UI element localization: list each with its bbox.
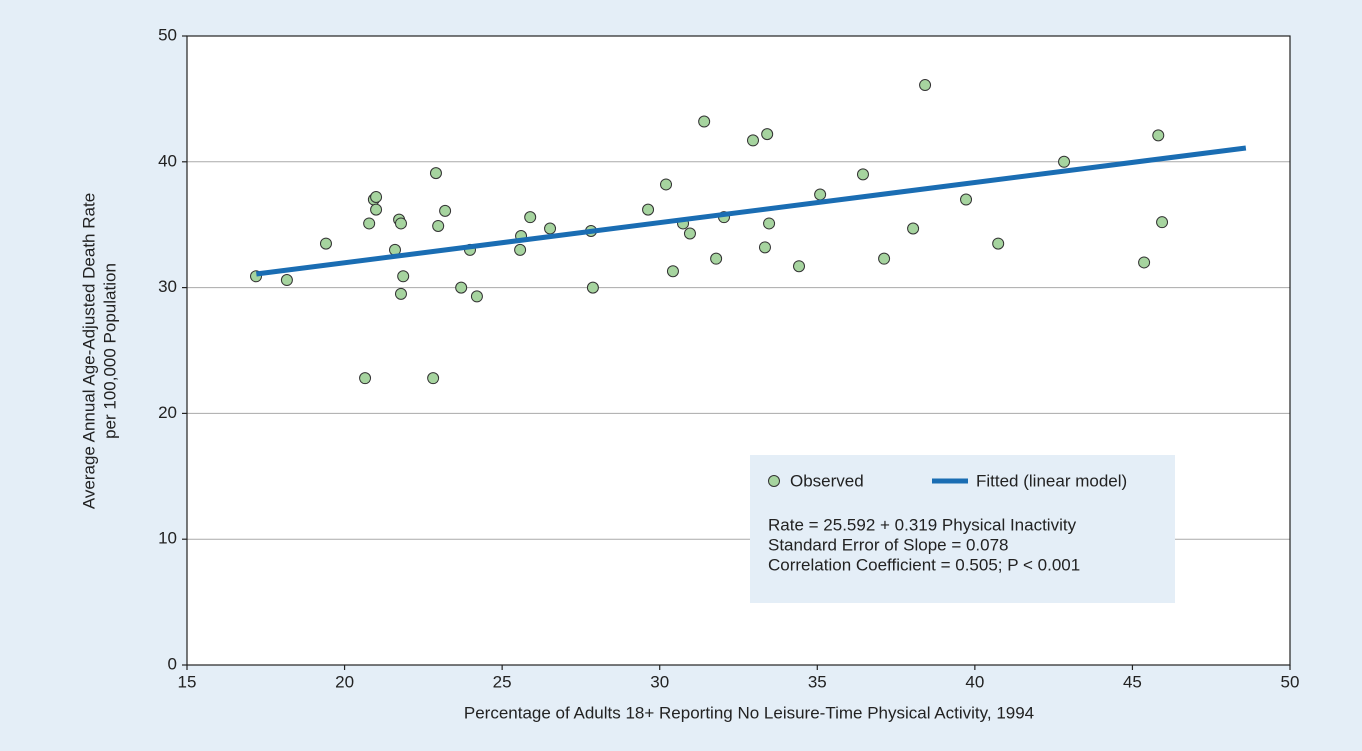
data-point xyxy=(439,204,452,217)
data-point xyxy=(455,281,468,294)
annotation: Correlation Coefficient = 0.505; P < 0.0… xyxy=(768,555,1080,574)
x-tick-label: 30 xyxy=(650,672,669,691)
data-point xyxy=(544,222,557,235)
data-point xyxy=(370,203,383,216)
data-point xyxy=(856,168,869,181)
data-point xyxy=(470,290,483,303)
x-tick-label: 25 xyxy=(493,672,512,691)
annotation: Rate = 25.592 + 0.319 Physical Inactivit… xyxy=(768,515,1077,534)
data-point xyxy=(394,217,407,230)
legend-marker xyxy=(768,475,780,487)
y-tick-label: 0 xyxy=(168,654,177,673)
y-tick-label: 20 xyxy=(158,403,177,422)
data-point xyxy=(1152,129,1165,142)
y-tick-label: 50 xyxy=(158,25,177,44)
legend-label: Fitted (linear model) xyxy=(976,471,1127,490)
data-point xyxy=(763,217,776,230)
data-point xyxy=(1058,155,1071,168)
data-point xyxy=(363,217,376,230)
data-point xyxy=(524,211,537,224)
data-point xyxy=(432,219,445,232)
y-axis-title: Average Annual Age-Adjusted Death Rate xyxy=(79,193,98,509)
data-point xyxy=(758,241,771,254)
data-point xyxy=(907,222,920,235)
data-point xyxy=(878,252,891,265)
y-tick-label: 30 xyxy=(158,277,177,296)
y-axis-title: per 100,000 Population xyxy=(100,263,119,439)
data-point xyxy=(919,79,932,92)
x-tick-label: 15 xyxy=(178,672,197,691)
y-tick-label: 10 xyxy=(158,529,177,548)
data-point xyxy=(683,227,696,240)
data-point xyxy=(319,237,332,250)
data-point xyxy=(761,128,774,141)
data-point xyxy=(394,287,407,300)
data-point xyxy=(814,188,827,201)
data-point xyxy=(960,193,973,206)
x-tick-label: 35 xyxy=(808,672,827,691)
legend-label: Observed xyxy=(790,471,864,490)
data-point xyxy=(793,260,806,273)
data-point xyxy=(514,243,527,256)
x-tick-label: 20 xyxy=(335,672,354,691)
data-point xyxy=(397,270,410,283)
data-point xyxy=(660,178,673,191)
data-point xyxy=(427,372,440,385)
x-tick-label: 40 xyxy=(965,672,984,691)
x-tick-label: 50 xyxy=(1281,672,1300,691)
data-point xyxy=(370,191,383,204)
data-point xyxy=(698,115,711,128)
y-tick-label: 40 xyxy=(158,151,177,170)
data-point xyxy=(280,274,293,287)
data-point xyxy=(710,252,723,265)
data-point xyxy=(992,237,1005,250)
annotation: Standard Error of Slope = 0.078 xyxy=(768,535,1009,554)
fit-line xyxy=(256,145,1247,277)
plot-frame xyxy=(186,35,1291,666)
data-point xyxy=(586,281,599,294)
data-point xyxy=(429,167,442,180)
data-point xyxy=(1156,216,1169,229)
data-point xyxy=(1138,256,1151,269)
data-point xyxy=(746,134,759,147)
x-axis-title: Percentage of Adults 18+ Reporting No Le… xyxy=(464,703,1034,722)
data-point xyxy=(359,372,372,385)
data-point xyxy=(666,265,679,278)
data-point xyxy=(642,203,655,216)
x-tick-label: 45 xyxy=(1123,672,1142,691)
